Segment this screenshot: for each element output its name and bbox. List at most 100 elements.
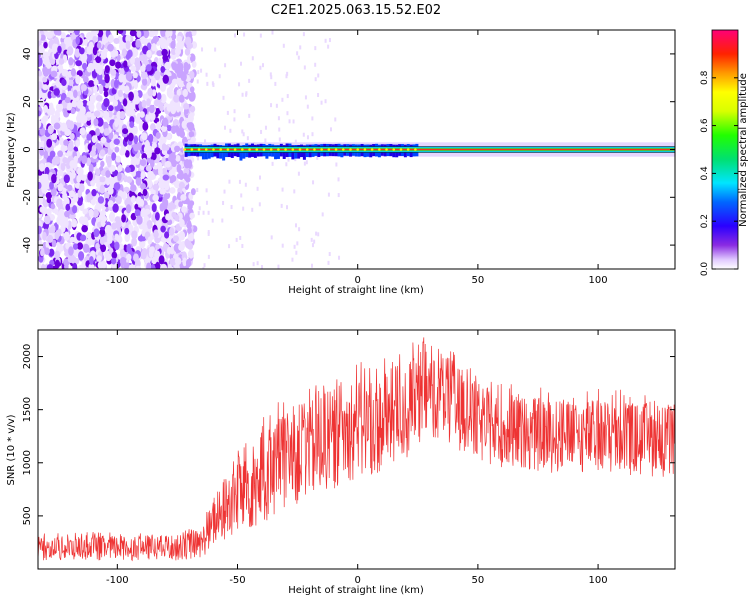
heatmap-cell: [81, 224, 88, 233]
heatmap-cell: [53, 155, 61, 165]
heatmap-cell: [51, 239, 57, 248]
heatmap-cell: [113, 50, 119, 57]
heatmap-cell: [86, 45, 93, 55]
heatmap-cell: [43, 215, 51, 225]
heatmap-cell: [88, 102, 95, 112]
heatmap-cell: [138, 54, 145, 62]
signal-peak: [370, 148, 374, 151]
heatmap-cell: [302, 32, 305, 37]
heatmap-cell: [96, 101, 102, 111]
heatmap-cell: [97, 66, 103, 76]
heatmap-cell: [190, 55, 195, 62]
heatmap-cell: [43, 201, 49, 208]
heatmap-cell: [269, 72, 272, 77]
heatmap-cell: [129, 109, 136, 116]
signal-peak: [406, 148, 410, 151]
heatmap-cell: [274, 81, 277, 86]
heatmap-cell: [132, 72, 138, 79]
heatmap-cell: [60, 122, 68, 132]
heatmap-cell: [96, 255, 102, 262]
heatmap-cell: [313, 239, 316, 244]
heatmap-cell: [190, 91, 196, 101]
heatmap-cell: [187, 234, 193, 241]
heatmap-cell: [65, 119, 72, 129]
heatmap-cell: [338, 255, 341, 260]
heatmap-cell: [145, 164, 152, 172]
colorbar-tick-label: 0.0: [700, 262, 710, 277]
heatmap-cell: [129, 121, 135, 129]
heatmap-cell: [126, 176, 133, 184]
heatmap-cell: [119, 256, 127, 266]
heatmap-cell: [182, 88, 188, 98]
signal-peak: [212, 148, 215, 151]
heatmap-cell: [77, 199, 83, 206]
heatmap-cell: [38, 181, 42, 189]
signal-peak: [327, 148, 331, 151]
heatmap-cell: [123, 60, 128, 68]
heatmap-cell: [135, 176, 142, 186]
heatmap-cell: [92, 35, 98, 43]
heatmap-cell: [108, 111, 113, 118]
heatmap-cell: [178, 181, 185, 189]
heatmap-cell: [100, 136, 107, 144]
heatmap-cell: [207, 231, 210, 236]
signal-peak: [341, 148, 345, 151]
signal-peak: [204, 148, 208, 151]
heatmap-cell: [56, 216, 62, 225]
heatmap-cell: [109, 59, 116, 67]
heatmap-cell: [56, 198, 63, 206]
heatmap-cell: [131, 237, 138, 247]
heatmap-cell: [97, 261, 104, 269]
heatmap-cell: [124, 227, 130, 235]
heatmap-cell: [149, 159, 155, 168]
heatmap-cell: [156, 92, 162, 100]
heatmap-cell: [125, 40, 131, 50]
heatmap-cell: [135, 40, 142, 48]
heatmap-cell: [159, 188, 167, 195]
colorbar-gradient: [711, 29, 739, 270]
heatmap-cell: [63, 139, 69, 146]
heatmap-cell: [278, 127, 281, 132]
heatmap-cell: [288, 119, 291, 124]
heatmap-cell: [328, 251, 331, 256]
heatmap-cell: [162, 174, 170, 181]
heatmap-cell: [134, 265, 142, 269]
heatmap-cell: [93, 30, 99, 35]
heatmap-cell: [205, 188, 208, 193]
signal-peak: [385, 148, 388, 151]
heatmap-cell: [155, 261, 161, 269]
heatmap-cell: [222, 95, 225, 100]
heatmap-y-ticks: 40 20 0 -20 -40: [22, 48, 675, 253]
heatmap-cell: [133, 95, 141, 105]
heatmap-cell: [259, 33, 262, 38]
heatmap-cell: [109, 212, 115, 222]
heatmap-cell: [302, 132, 305, 137]
heatmap-cell: [141, 99, 147, 108]
heatmap-cell: [44, 166, 50, 177]
heatmap-cell: [260, 129, 263, 134]
y-tick-label: 0: [22, 146, 33, 152]
heatmap-cell: [295, 250, 298, 255]
snr-x-label: Height of straight line (km): [288, 585, 424, 596]
heatmap-cell: [154, 252, 161, 259]
heatmap-cell: [312, 180, 315, 185]
heatmap-cell: [113, 182, 121, 191]
signal-peak: [399, 148, 403, 151]
heatmap-cell: [167, 91, 174, 99]
heatmap-cell: [100, 160, 105, 168]
heatmap-cell: [125, 52, 132, 61]
heatmap-cell: [270, 103, 273, 108]
heatmap-cell: [186, 219, 192, 230]
signal-peak: [313, 148, 316, 151]
heatmap-cell: [317, 73, 320, 78]
colorbar-tick-label: 0.2: [700, 214, 710, 228]
heatmap-cell: [169, 227, 175, 236]
heatmap-cell: [311, 116, 314, 121]
heatmap-cell: [58, 208, 65, 218]
heatmap-cell: [106, 158, 112, 168]
heatmap-cell: [187, 122, 195, 132]
heatmap-cell: [62, 156, 68, 164]
heatmap-cell: [174, 214, 180, 222]
signal-peak: [291, 148, 295, 151]
heatmap-cell: [92, 46, 98, 56]
